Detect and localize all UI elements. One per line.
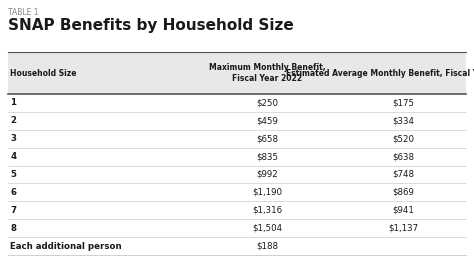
Text: $1,504: $1,504 — [253, 224, 283, 233]
Text: 3: 3 — [10, 134, 17, 143]
Text: Each additional person: Each additional person — [10, 242, 122, 250]
Text: $175: $175 — [392, 99, 414, 107]
Text: $658: $658 — [256, 134, 279, 143]
Text: TABLE 1: TABLE 1 — [8, 8, 38, 17]
Text: $250: $250 — [256, 99, 279, 107]
Bar — [8, 52, 466, 94]
Text: $835: $835 — [256, 152, 279, 161]
Text: 1: 1 — [10, 99, 17, 107]
Text: $992: $992 — [256, 170, 278, 179]
Text: $459: $459 — [256, 116, 278, 125]
Text: $1,190: $1,190 — [253, 188, 283, 197]
Text: Maximum Monthly Benefit,
Fiscal Year 2022: Maximum Monthly Benefit, Fiscal Year 202… — [209, 63, 326, 83]
Text: Household Size: Household Size — [10, 68, 77, 78]
Text: $520: $520 — [392, 134, 414, 143]
Text: 5: 5 — [10, 170, 16, 179]
Text: $334: $334 — [392, 116, 414, 125]
Text: $638: $638 — [392, 152, 414, 161]
Text: $1,316: $1,316 — [253, 206, 283, 215]
Text: 4: 4 — [10, 152, 17, 161]
Text: $941: $941 — [392, 206, 414, 215]
Text: $869: $869 — [392, 188, 414, 197]
Text: Estimated Average Monthly Benefit, Fiscal Year 2022*: Estimated Average Monthly Benefit, Fisca… — [286, 68, 474, 78]
Text: 7: 7 — [10, 206, 17, 215]
Text: 6: 6 — [10, 188, 17, 197]
Text: 8: 8 — [10, 224, 17, 233]
Text: $1,137: $1,137 — [388, 224, 418, 233]
Text: $748: $748 — [392, 170, 414, 179]
Text: 2: 2 — [10, 116, 17, 125]
Text: $188: $188 — [256, 242, 279, 250]
Text: SNAP Benefits by Household Size: SNAP Benefits by Household Size — [8, 18, 294, 33]
